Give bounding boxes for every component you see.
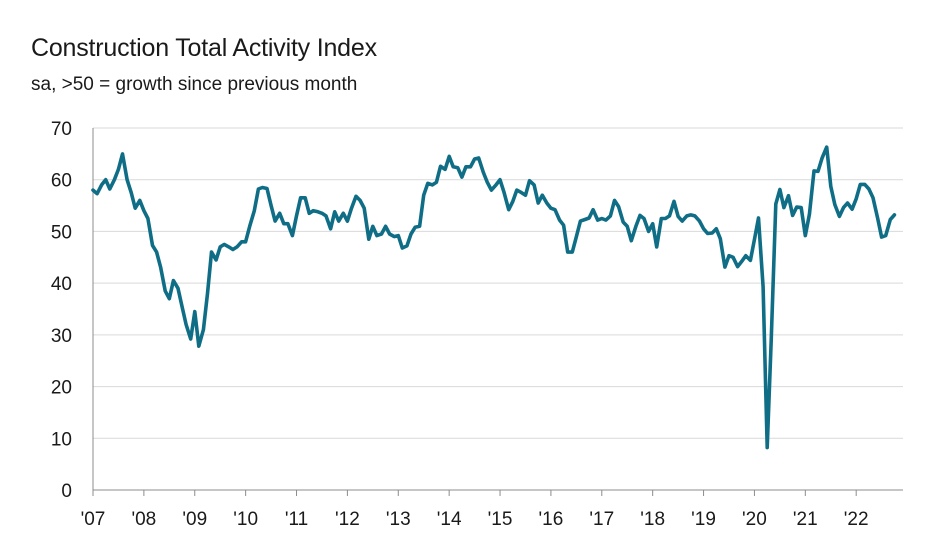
x-tick-label: '16 [539, 509, 564, 530]
x-tick-label: '10 [233, 509, 258, 530]
y-tick-label: 70 [51, 119, 72, 140]
x-tick-label: '18 [640, 509, 665, 530]
x-tick-label: '07 [81, 509, 106, 530]
x-tick-label: '21 [793, 509, 818, 530]
series-group [91, 145, 897, 450]
y-tick-label: 0 [61, 481, 72, 502]
x-tick-label: '19 [691, 509, 716, 530]
x-tick-label: '17 [589, 509, 614, 530]
y-tick-label: 30 [51, 326, 72, 347]
y-axis-ticks: 0 10 20 30 40 50 60 70 [51, 119, 72, 502]
x-tick-label: '15 [488, 509, 513, 530]
x-tick-label: '20 [742, 509, 767, 530]
y-tick-label: 40 [51, 274, 72, 295]
x-tick-label: '09 [182, 509, 207, 530]
y-tick-label: 60 [51, 171, 72, 192]
chart-title: Construction Total Activity Index [31, 34, 377, 62]
x-tick-label: '13 [386, 509, 411, 530]
chart-subtitle: sa, >50 = growth since previous month [31, 74, 358, 95]
x-tick-label: '12 [335, 509, 360, 530]
series-line [91, 145, 897, 450]
y-tick-label: 50 [51, 222, 72, 243]
x-axis-ticks: '07 '08 '09 '10 '11 '12 '13 '14 '15 '16 '17 '18 '19 '… [81, 490, 869, 530]
y-tick-label: 10 [51, 429, 72, 450]
x-tick-label: '14 [437, 509, 462, 530]
gridlines [93, 127, 903, 439]
x-tick-label: '08 [131, 509, 156, 530]
x-tick-label: '22 [844, 509, 869, 530]
y-tick-label: 20 [51, 378, 72, 399]
x-tick-label: '11 [285, 509, 308, 530]
